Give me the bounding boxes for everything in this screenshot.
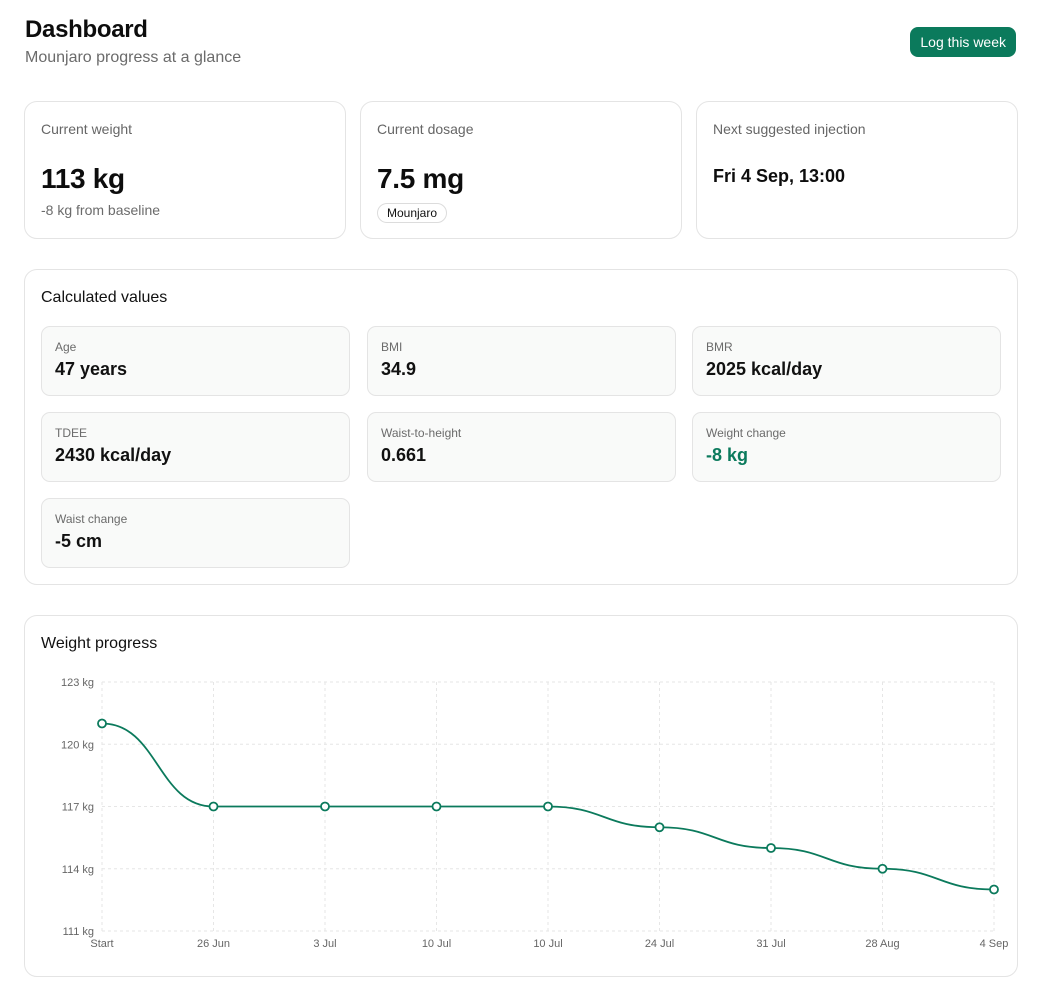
weight-progress-card: Weight progress 111 kg 114 kg 117 kg 120 kg… (24, 615, 1018, 977)
tile-label: Waist change (55, 512, 128, 526)
x-tick-label: 28 Aug (865, 938, 899, 950)
x-tick-label: 10 Jul (422, 938, 451, 950)
tile-label: BMR (706, 340, 733, 354)
tile-value: 0.661 (381, 445, 427, 465)
tile-age: Age 47 years (41, 326, 350, 396)
x-tick-label: 3 Jul (313, 938, 336, 950)
x-tick-label: 4 Sep (980, 938, 1009, 950)
weight-data-point (877, 863, 888, 874)
current-weight-value: 113 kg (41, 163, 125, 194)
current-dosage-label: Current dosage (377, 121, 474, 137)
next-injection-value: Fri 4 Sep, 13:00 (713, 166, 846, 186)
log-this-week-button[interactable]: Log this week (910, 27, 1016, 57)
y-tick-label: 120 kg (61, 739, 94, 751)
x-tick-label: 31 Jul (756, 938, 785, 950)
x-tick-label: 10 Jul (533, 938, 562, 950)
current-weight-card: Current weight 113 kg -8 kg from baselin… (24, 101, 346, 239)
tile-value: 47 years (55, 359, 128, 379)
tile-tdee: TDEE 2430 kcal/day (41, 412, 350, 482)
tile-bmi: BMI 34.9 (367, 326, 676, 396)
tile-label: BMI (381, 340, 403, 354)
tile-value: 34.9 (381, 359, 417, 379)
x-tick-label: 24 Jul (645, 938, 674, 950)
tile-label: TDEE (55, 426, 88, 440)
tile-bmr: BMR 2025 kcal/day (692, 326, 1001, 396)
calculated-values-card: Calculated values Age 47 years BMI 34.9 … (24, 269, 1018, 585)
tile-label: Weight change (706, 426, 786, 440)
y-tick-label: 111 kg (63, 926, 94, 938)
calculated-values-title: Calculated values (41, 289, 168, 306)
y-tick-label: 123 kg (61, 677, 94, 689)
tile-waist-change: Waist change -5 cm (41, 498, 350, 568)
tile-value: 2430 kcal/day (55, 445, 172, 465)
page-title: Dashboard (25, 16, 148, 43)
y-tick-label: 117 kg (62, 802, 94, 814)
weight-progress-title: Weight progress (41, 635, 158, 652)
page-subtitle: Mounjaro progress at a glance (25, 49, 242, 66)
next-injection-card: Next suggested injection Fri 4 Sep, 13:0… (696, 101, 1018, 239)
next-injection-label: Next suggested injection (713, 121, 866, 137)
x-tick-label: Start (90, 938, 113, 950)
weight-data-point (654, 822, 665, 833)
medication-badge: Mounjaro (377, 203, 448, 223)
current-weight-label: Current weight (41, 121, 133, 137)
weight-data-point (97, 718, 107, 729)
weight-data-point (766, 843, 776, 853)
tile-waist-to-height: Waist-to-height 0.661 (367, 412, 676, 482)
tile-weight-change: Weight change -8 kg (692, 412, 1001, 482)
weight-progress-chart: 111 kg 114 kg 117 kg 120 kg 123 kg Start 26 Ju… (61, 677, 1009, 950)
weight-from-baseline: -8 kg from baseline (41, 202, 161, 218)
weight-data-point (543, 801, 553, 812)
page-header: Dashboard Mounjaro progress at a glance … (25, 16, 1016, 72)
current-dosage-value: 7.5 mg (377, 163, 464, 194)
weight-data-point (320, 801, 330, 812)
tile-value: -8 kg (706, 445, 749, 465)
tile-value: 2025 kcal/day (706, 359, 823, 379)
x-tick-label: 26 Jun (197, 938, 230, 950)
weight-data-point (989, 884, 999, 895)
tile-label: Age (55, 340, 77, 354)
y-tick-label: 114 kg (62, 864, 94, 876)
weight-data-point (431, 801, 442, 812)
tile-value: -5 cm (55, 531, 103, 551)
weight-data-point (208, 801, 219, 812)
tile-label: Waist-to-height (381, 426, 462, 440)
current-dosage-card: Current dosage 7.5 mg Mounjaro (360, 101, 682, 239)
